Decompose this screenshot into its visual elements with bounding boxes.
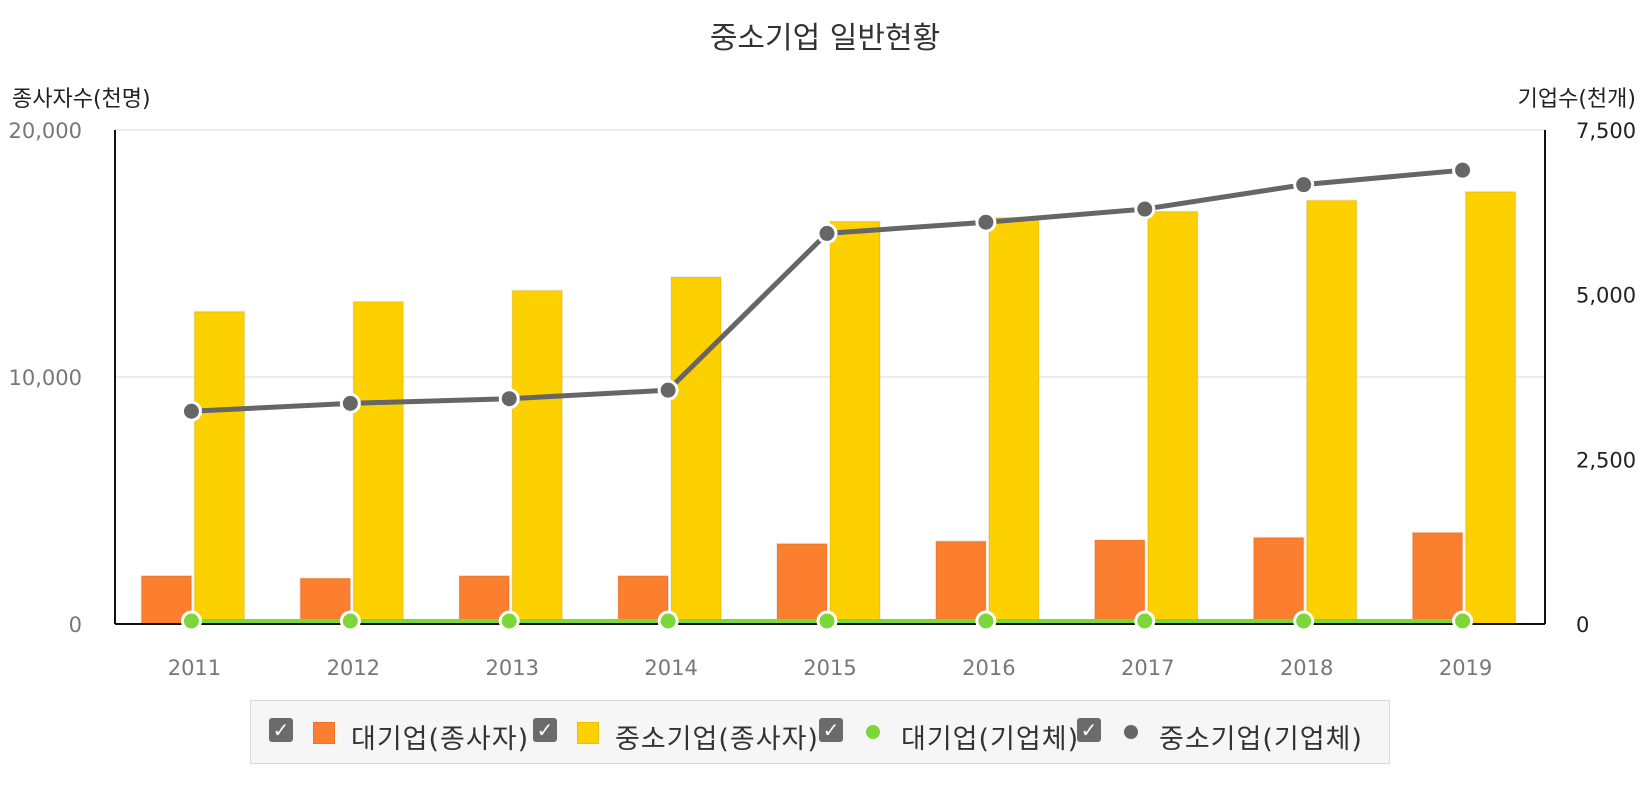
right-tick-label: 2,500 — [1576, 448, 1636, 472]
right-axis-label: 기업수(천개) — [1518, 87, 1636, 112]
checkbox-icon[interactable]: ✓ — [819, 718, 843, 742]
tick-labels: 0 10,000 20,000 0 2,500 5,000 7,500 2011 2012 201… — [9, 119, 1637, 680]
point-large-firms — [816, 610, 838, 632]
point-sme-firms — [498, 388, 520, 410]
point-sme-firms — [339, 392, 361, 414]
chart: 중소기업 일반현황 종사자수(천명) 기업수(천개) 0 10,000 20,000… — [9, 21, 1637, 680]
left-tick-label: 20,000 — [9, 119, 82, 143]
left-tick-label: 10,000 — [9, 366, 82, 390]
bar-sme-employees — [829, 220, 881, 625]
x-tick-label: 2015 — [803, 656, 856, 680]
x-tick-label: 2012 — [327, 656, 380, 680]
bar-large-employees — [1252, 536, 1305, 625]
point-large-firms — [1134, 610, 1156, 632]
bar-sme-employees — [352, 300, 405, 625]
point-sme-firms — [975, 211, 997, 233]
point-sme-firms — [180, 400, 202, 422]
right-tick-label: 0 — [1576, 613, 1589, 637]
x-tick-label: 2018 — [1280, 656, 1333, 680]
bar-large-employees — [934, 540, 987, 626]
x-tick-label: 2011 — [168, 656, 221, 680]
point-sme-firms — [1134, 198, 1156, 220]
x-tick-label: 2013 — [485, 656, 538, 680]
point-large-firms — [657, 610, 679, 632]
bar-sme-employees — [670, 275, 723, 625]
legend-label: 대기업(기업체) — [901, 724, 1080, 755]
point-large-firms — [1293, 610, 1315, 632]
legend-label: 중소기업(기업체) — [1159, 724, 1363, 755]
bar-large-employees — [140, 574, 193, 626]
point-large-firms — [975, 610, 997, 632]
point-sme-firms — [816, 222, 838, 244]
bar-sme-employees — [1305, 199, 1358, 626]
checkbox-icon[interactable]: ✓ — [269, 718, 293, 742]
checkbox-icon[interactable]: ✓ — [533, 718, 557, 742]
legend: ✓ 대기업(종사자) ✓ 중소기업(종사자) ✓ 대기업(기업체) ✓ 중소기업… — [250, 700, 1390, 764]
chart-title: 중소기업 일반현황 — [710, 21, 940, 56]
bar-large-employees — [776, 542, 828, 625]
bar-sme-employees — [193, 310, 246, 625]
point-large-firms — [339, 610, 361, 632]
bars — [140, 190, 1517, 626]
orange-square-icon — [313, 722, 335, 744]
gray-dot-icon — [1124, 725, 1138, 739]
yellow-square-icon — [577, 722, 599, 744]
x-tick-label: 2016 — [962, 656, 1015, 680]
bar-large-employees — [1411, 531, 1464, 625]
right-tick-label: 5,000 — [1576, 284, 1636, 308]
point-large-firms — [498, 610, 520, 632]
green-dot-icon — [866, 725, 880, 739]
bar-sme-employees — [1464, 190, 1517, 625]
x-tick-label: 2017 — [1121, 656, 1174, 680]
point-sme-firms — [1452, 159, 1474, 181]
bar-sme-employees — [511, 289, 564, 625]
point-large-firms — [180, 610, 202, 632]
checkbox-icon[interactable]: ✓ — [1077, 718, 1101, 742]
bar-sme-employees — [987, 216, 1040, 625]
legend-label: 중소기업(종사자) — [615, 724, 819, 755]
x-tick-label: 2019 — [1439, 656, 1492, 680]
lines — [180, 159, 1474, 632]
bar-large-employees — [1093, 539, 1146, 626]
x-tick-label: 2014 — [644, 656, 697, 680]
right-tick-label: 7,500 — [1576, 119, 1636, 143]
point-large-firms — [1452, 610, 1474, 632]
point-sme-firms — [657, 379, 679, 401]
point-sme-firms — [1293, 174, 1315, 196]
legend-label: 대기업(종사자) — [351, 724, 530, 755]
bar-sme-employees — [1146, 210, 1199, 625]
left-axis-label: 종사자수(천명) — [12, 87, 151, 112]
left-tick-label: 0 — [69, 613, 82, 637]
